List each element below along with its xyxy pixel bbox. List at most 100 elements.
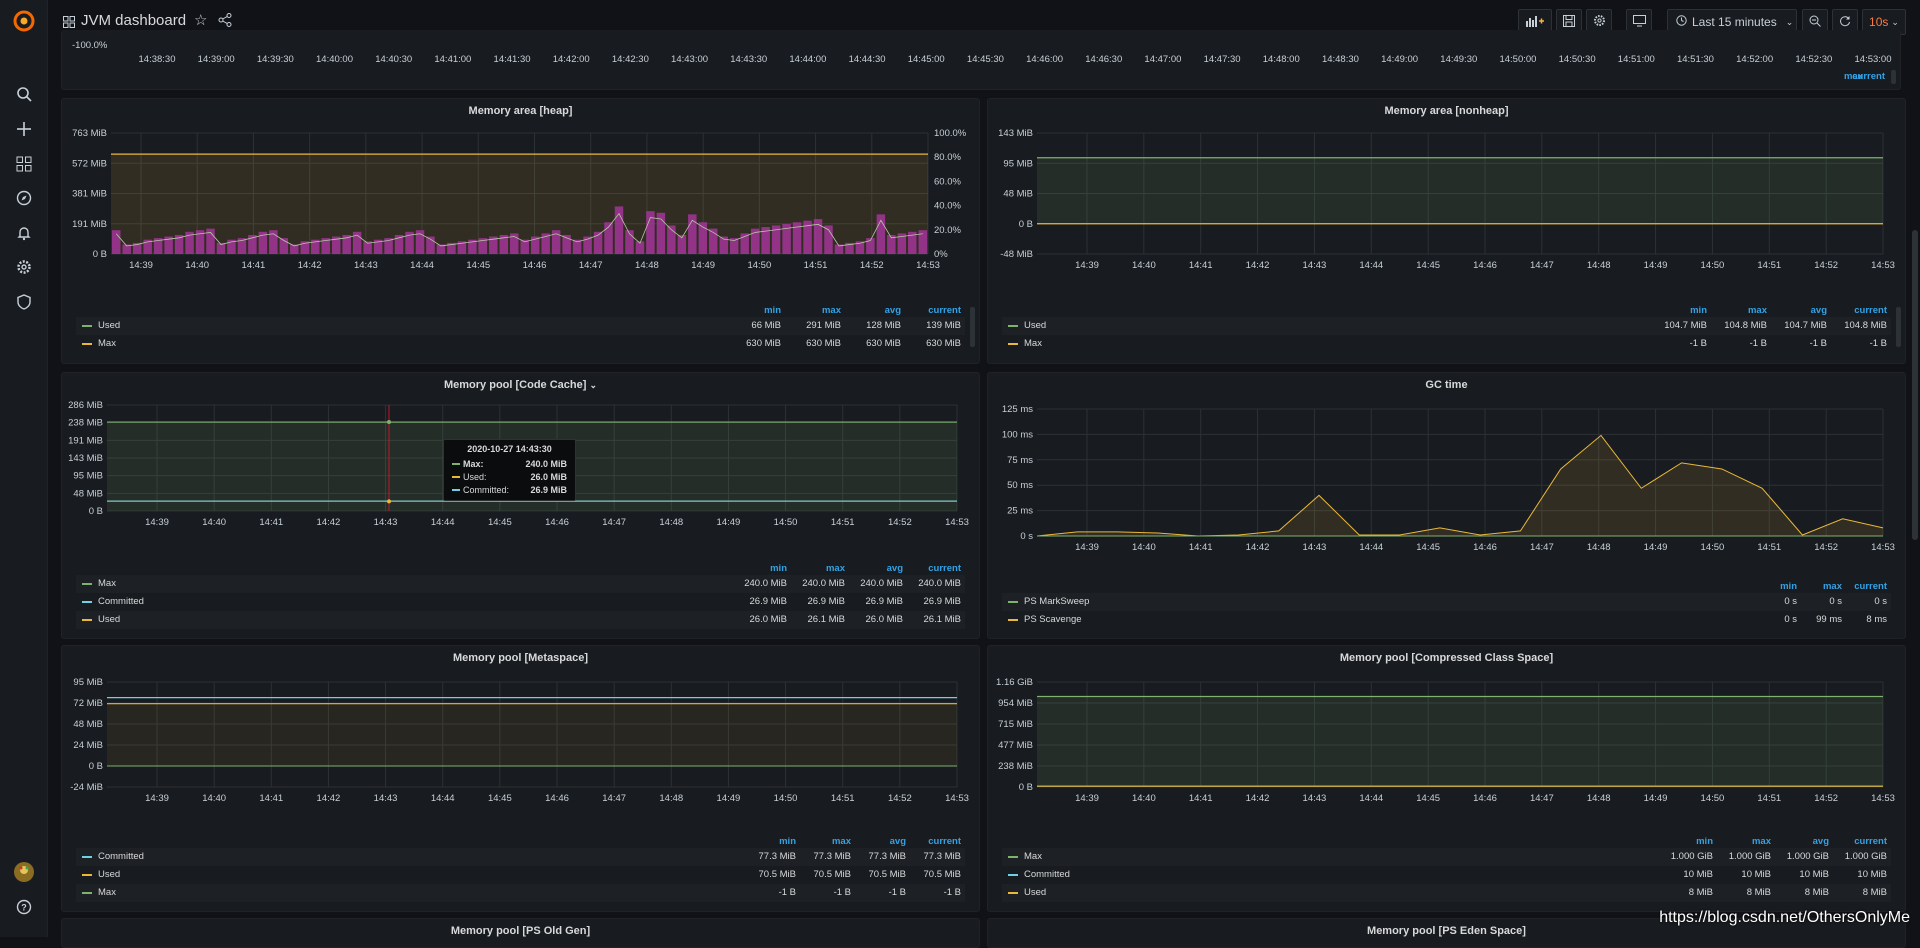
legend-header-min[interactable]: min	[764, 305, 781, 316]
legend-series-name[interactable]: PS Scavenge	[1024, 611, 1082, 629]
series-color-swatch[interactable]	[82, 601, 92, 603]
page-scrollbar[interactable]	[1912, 230, 1918, 540]
legend-series-name[interactable]: Max	[1024, 335, 1042, 353]
legend-header-avg[interactable]: avg	[1811, 305, 1827, 316]
panel-title[interactable]: Memory pool [Compressed Class Space]	[988, 652, 1905, 664]
legend-header-current[interactable]: current	[928, 305, 961, 316]
help-icon[interactable]: ?	[12, 895, 36, 919]
panel-title[interactable]: GC time	[988, 379, 1905, 391]
series-color-swatch[interactable]	[82, 583, 92, 585]
series-color-swatch[interactable]	[82, 325, 92, 327]
legend-header-min[interactable]: min	[1780, 581, 1797, 592]
legend-scrollbar[interactable]	[1896, 307, 1901, 347]
series-color-swatch[interactable]	[82, 892, 92, 894]
series-color-swatch[interactable]	[1008, 619, 1018, 621]
explore-compass-icon[interactable]	[12, 186, 36, 210]
search-icon[interactable]	[12, 82, 36, 106]
legend-header-current[interactable]: current	[1854, 305, 1887, 316]
panel-title[interactable]: Memory pool [Metaspace]	[62, 652, 979, 664]
configuration-gear-icon[interactable]	[12, 255, 36, 279]
legend-series-name[interactable]: Used	[98, 317, 120, 335]
series-color-swatch[interactable]	[1008, 874, 1018, 876]
series-color-swatch[interactable]	[1008, 892, 1018, 894]
legend-value: 1.000 GiB	[1713, 848, 1771, 866]
legend-header-max[interactable]: max	[1823, 581, 1842, 592]
legend-header-avg[interactable]: avg	[887, 563, 903, 574]
legend-header-min[interactable]: min	[1690, 305, 1707, 316]
legend-series-name[interactable]: Max	[98, 335, 116, 353]
legend-header-max[interactable]: max	[1752, 836, 1771, 847]
legend-scrollbar[interactable]	[970, 307, 975, 347]
legend-header-current[interactable]: current	[1854, 581, 1887, 592]
server-admin-shield-icon[interactable]	[12, 290, 36, 314]
legend-header-max[interactable]: max	[1748, 305, 1767, 316]
legend-series-name[interactable]: Committed	[1024, 866, 1070, 884]
x-axis-tick-label: 14:53	[1871, 260, 1895, 271]
legend-series-name[interactable]: Max	[1024, 848, 1042, 866]
legend-series-name[interactable]: Max	[98, 575, 116, 593]
series-color-swatch[interactable]	[1008, 325, 1018, 327]
series-color-swatch[interactable]	[82, 343, 92, 345]
legend-scrollbar[interactable]	[1891, 70, 1896, 84]
legend-row[interactable]: Max-1 B-1 B-1 B-1 B	[76, 884, 965, 902]
series-color-swatch[interactable]	[1008, 601, 1018, 603]
chevron-down-icon: ⌄	[1891, 17, 1899, 28]
alerting-bell-icon[interactable]	[12, 221, 36, 245]
legend-header-current[interactable]: current	[928, 563, 961, 574]
legend-row[interactable]: Max-1 B-1 B-1 B-1 B	[1002, 335, 1891, 353]
panel-title[interactable]: Memory area [nonheap]	[988, 105, 1905, 117]
series-color-swatch[interactable]	[82, 874, 92, 876]
user-avatar[interactable]	[12, 860, 36, 884]
x-axis-tick-label: 14:39	[145, 793, 169, 804]
legend-header-min[interactable]: min	[779, 836, 796, 847]
panel-title[interactable]: Memory area [heap]	[62, 105, 979, 117]
panel-title[interactable]: Memory pool [Code Cache] ⌄	[62, 379, 979, 391]
legend-series-name[interactable]: Max	[98, 884, 116, 902]
star-icon[interactable]: ☆	[194, 13, 207, 28]
legend-header-current[interactable]: current	[1854, 836, 1887, 847]
legend-header-min[interactable]: min	[770, 563, 787, 574]
series-color-swatch[interactable]	[1008, 343, 1018, 345]
panel-title[interactable]: Memory pool [PS Old Gen]	[62, 925, 979, 937]
create-plus-icon[interactable]	[12, 117, 36, 141]
legend-series-name[interactable]: Committed	[98, 593, 144, 611]
legend-header-avg[interactable]: avg	[890, 836, 906, 847]
legend-series-name[interactable]: PS MarkSweep	[1024, 593, 1089, 611]
legend-header-max[interactable]: max	[822, 305, 841, 316]
legend-series-name[interactable]: Used	[1024, 317, 1046, 335]
series-color-swatch[interactable]	[82, 856, 92, 858]
series-color-swatch[interactable]	[82, 619, 92, 621]
legend-header-avg[interactable]: avg	[885, 305, 901, 316]
dashboard-title[interactable]: JVM dashboard	[81, 12, 186, 29]
legend-header-max[interactable]: max	[826, 563, 845, 574]
dashboards-grid-icon[interactable]	[12, 152, 36, 176]
legend-series-name[interactable]: Committed	[98, 848, 144, 866]
legend-header-current[interactable]: current	[928, 836, 961, 847]
legend-header-avg[interactable]: avg	[1813, 836, 1829, 847]
legend-header-max[interactable]: max	[832, 836, 851, 847]
series-color-swatch[interactable]	[1008, 856, 1018, 858]
legend-series-name[interactable]: Used	[98, 866, 120, 884]
legend-series-name[interactable]: Used	[1024, 884, 1046, 902]
legend-series-name[interactable]: Used	[98, 611, 120, 629]
grafana-logo-icon[interactable]	[12, 9, 36, 33]
legend-header-min[interactable]: min	[1696, 836, 1713, 847]
